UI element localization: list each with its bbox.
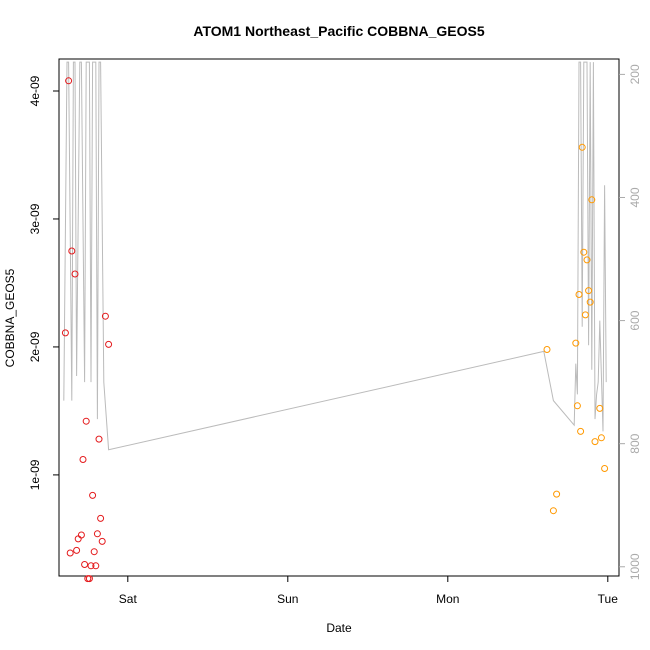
- y2-tick-label: 600: [628, 310, 642, 330]
- data-point: [581, 311, 589, 319]
- data-point: [61, 329, 69, 337]
- data-point: [101, 312, 109, 320]
- data-point: [549, 507, 557, 515]
- data-point: [85, 575, 93, 583]
- data-point: [543, 346, 551, 353]
- pressure-line-layer: [63, 61, 607, 451]
- data-point: [572, 339, 580, 347]
- y-axis-label: COBBNA_GEOS5: [3, 268, 17, 367]
- data-point: [65, 77, 73, 85]
- x-tick-label: Tue: [598, 592, 619, 606]
- data-point: [68, 247, 76, 255]
- data-point: [77, 531, 85, 539]
- points-layer: [61, 77, 609, 583]
- data-point: [71, 270, 79, 278]
- data-point: [601, 465, 609, 472]
- data-point: [585, 287, 593, 295]
- data-point: [73, 546, 81, 554]
- x-tick-label: Sun: [277, 592, 298, 606]
- data-point: [93, 530, 101, 538]
- y2-tick-label: 200: [628, 64, 642, 84]
- x-axis: Sat Sun Mon Tue: [119, 576, 618, 606]
- data-point: [82, 417, 90, 425]
- data-point: [591, 438, 599, 446]
- data-point: [575, 291, 583, 298]
- data-point: [105, 340, 113, 348]
- data-point: [573, 402, 581, 410]
- y-tick-label: 2e-09: [28, 331, 42, 362]
- data-point: [89, 491, 97, 499]
- data-point: [81, 561, 89, 568]
- data-point: [583, 256, 591, 264]
- data-point: [597, 434, 605, 442]
- data-point: [66, 549, 74, 557]
- y2-tick-label: 1000: [628, 553, 642, 580]
- data-point: [577, 427, 585, 435]
- y2-tick-label: 400: [628, 187, 642, 207]
- y-tick-label: 4e-09: [28, 75, 42, 106]
- plot-area-border: [58, 58, 620, 577]
- y2-tick-label: 800: [628, 433, 642, 453]
- data-point: [580, 248, 588, 256]
- data-point: [97, 514, 105, 522]
- data-point: [98, 537, 106, 545]
- x-tick-label: Mon: [436, 592, 459, 606]
- x-tick-label: Sat: [119, 592, 138, 606]
- data-point: [87, 562, 95, 570]
- chart-title: ATOM1 Northeast_Pacific COBBNA_GEOS5: [193, 23, 484, 39]
- data-point: [90, 548, 98, 556]
- data-point: [596, 404, 604, 412]
- data-point: [74, 535, 82, 543]
- data-point: [578, 143, 586, 151]
- data-point: [79, 456, 87, 463]
- data-point: [553, 490, 561, 498]
- y2-axis: 200 400 600 800 1000: [619, 64, 642, 580]
- x-axis-label: Date: [326, 621, 352, 635]
- pressure-line: [63, 61, 607, 451]
- data-point: [586, 298, 594, 306]
- y-tick-label: 3e-09: [28, 203, 42, 234]
- y-axis: 1e-09 2e-09 3e-09 4e-09: [28, 75, 59, 490]
- data-point: [95, 435, 103, 443]
- y-tick-label: 1e-09: [28, 459, 42, 490]
- data-point: [588, 196, 596, 204]
- data-point: [92, 562, 100, 570]
